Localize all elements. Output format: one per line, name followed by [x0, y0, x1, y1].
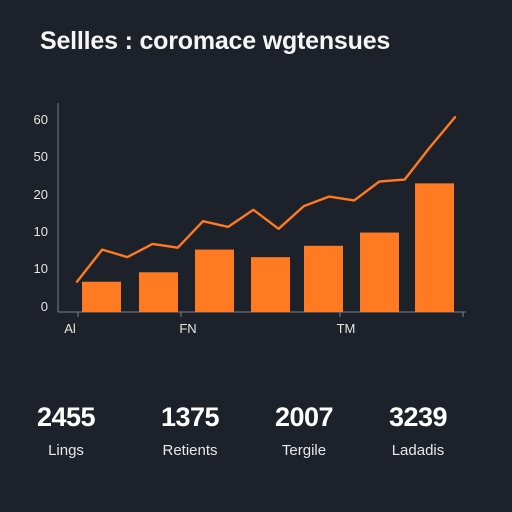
- y-tick-label: 50: [34, 149, 48, 164]
- stat-label: Tergile: [281, 442, 327, 459]
- line-point: [403, 178, 406, 181]
- line-point: [227, 226, 229, 228]
- trend-line: [75, 115, 457, 283]
- line-point: [252, 209, 255, 211]
- bar: [360, 232, 399, 312]
- line-point: [126, 256, 129, 258]
- y-tick-label: 10: [34, 261, 48, 276]
- line-point: [177, 246, 179, 249]
- y-tick-label: 20: [34, 187, 48, 202]
- line-point: [277, 227, 280, 230]
- stat-item: 3239 Ladadis: [358, 400, 478, 460]
- line-point: [454, 116, 456, 118]
- line-point: [76, 280, 78, 283]
- stat-label: Lings: [48, 442, 84, 459]
- y-tick-label: 0: [41, 299, 48, 314]
- bar: [139, 272, 178, 312]
- x-tick-label: TM: [337, 321, 356, 336]
- line-point: [429, 146, 431, 149]
- line-point: [202, 220, 204, 222]
- y-tick-label: 10: [34, 224, 48, 239]
- bar: [251, 257, 290, 312]
- stat-value: 3239: [388, 402, 448, 432]
- stat-label: Retients: [162, 442, 218, 459]
- line-point: [378, 180, 381, 183]
- stat-label: Ladadis: [391, 442, 445, 459]
- combo-chart: 0 10 10 20 50 60 Al FN TM: [34, 103, 466, 336]
- line-point: [353, 199, 356, 202]
- line-point: [101, 248, 103, 251]
- stat-item: 2007 Tergile: [244, 400, 364, 460]
- x-tick-label: Al: [64, 321, 76, 336]
- line-point: [328, 195, 330, 198]
- stat-value: 2455: [36, 402, 96, 432]
- stat-value: 1375: [160, 402, 220, 432]
- bar: [82, 281, 121, 312]
- line-point: [303, 205, 305, 207]
- bar: [304, 245, 343, 312]
- chart-title: Sellles : coromace wgtensues: [40, 27, 391, 55]
- bar: [415, 183, 454, 312]
- stat-item: 2455 Lings: [6, 400, 126, 460]
- stats-row: 2455 Lings 1375 Retients 2007 Tergile 32…: [0, 400, 512, 470]
- stat-value: 2007: [274, 402, 334, 432]
- y-tick-label: 60: [34, 112, 48, 127]
- stat-item: 1375 Retients: [130, 400, 250, 460]
- x-tick-label: FN: [179, 321, 196, 336]
- line-point: [151, 243, 154, 245]
- bar: [195, 249, 234, 312]
